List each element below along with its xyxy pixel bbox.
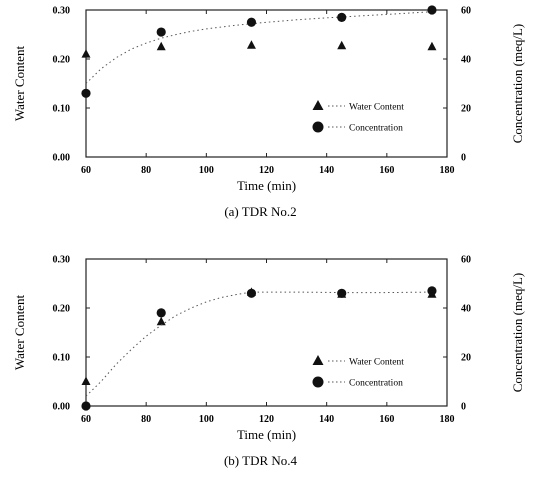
- legend-marker-triangle: [312, 355, 324, 365]
- y2-tick-label: 60: [461, 6, 471, 17]
- legend-label: Concentration: [349, 379, 403, 389]
- y2-tick-label: 20: [461, 104, 471, 115]
- data-point-circle: [337, 12, 347, 22]
- fit-curve: [85, 11, 432, 84]
- x-tick-label: 140: [319, 165, 334, 176]
- data-point-circle: [156, 27, 166, 37]
- data-point-circle: [81, 401, 91, 411]
- legend-marker-circle: [312, 121, 324, 133]
- y-tick-label: 0.30: [53, 255, 71, 266]
- data-point-circle: [156, 308, 166, 318]
- legend-label: Water Content: [349, 103, 404, 113]
- y2-tick-label: 0: [461, 153, 466, 164]
- figure-caption: (b) TDR No.4: [224, 453, 298, 468]
- data-point-triangle: [337, 40, 347, 50]
- y2-tick-label: 40: [461, 55, 471, 66]
- y-axis-title: Water Content: [12, 295, 27, 371]
- plot-frame: [85, 9, 448, 158]
- y-tick-label: 0.10: [53, 353, 71, 364]
- data-point-circle: [246, 288, 257, 298]
- data-point-triangle: [81, 49, 91, 58]
- y-tick-label: 0.20: [53, 304, 71, 315]
- x-tick-label: 180: [440, 165, 455, 176]
- fit-curve: [85, 291, 432, 397]
- x-tick-label: 140: [319, 414, 334, 425]
- x-tick-label: 100: [199, 165, 214, 176]
- x-tick-label: 160: [379, 414, 394, 425]
- data-point-circle: [427, 5, 437, 15]
- x-tick-label: 60: [81, 165, 91, 176]
- y2-tick-label: 20: [461, 353, 471, 364]
- data-point-triangle: [156, 316, 166, 326]
- y2-tick-label: 40: [461, 304, 471, 315]
- y-tick-label: 0.00: [53, 153, 71, 164]
- x-tick-label: 160: [379, 165, 394, 176]
- data-point-circle: [81, 88, 91, 98]
- data-point-triangle: [246, 40, 256, 49]
- y2-axis-title: Concentration (meq/L): [510, 273, 525, 393]
- y-tick-label: 0.20: [53, 55, 71, 66]
- data-point-circle: [427, 286, 437, 296]
- data-point-circle: [337, 288, 347, 298]
- y2-tick-label: 60: [461, 255, 471, 266]
- x-tick-label: 100: [199, 414, 214, 425]
- y-tick-label: 0.30: [53, 6, 71, 17]
- y-tick-label: 0.00: [53, 402, 71, 413]
- y2-axis-title: Concentration (meq/L): [510, 24, 525, 144]
- x-tick-label: 80: [141, 165, 151, 176]
- chart-panel-1: 60 80 100 120 140 160 180 0.00 0.10 0.20 0.30 0 20 40…: [12, 5, 525, 219]
- x-tick-label: 120: [259, 165, 274, 176]
- data-point-triangle: [156, 41, 166, 51]
- chart-panel-2: 60 80 100 120 140 160 180 0.00 0.10 0.20 0.30 0 20 40…: [12, 255, 525, 469]
- data-point-triangle: [427, 41, 437, 51]
- x-axis-title: Time (min): [237, 178, 296, 193]
- legend-marker-triangle: [312, 100, 324, 110]
- legend-marker-circle: [312, 376, 324, 388]
- x-axis-title: Time (min): [237, 427, 296, 442]
- data-point-triangle: [81, 376, 91, 385]
- figure-caption: (a) TDR No.2: [224, 204, 296, 219]
- x-tick-label: 120: [259, 414, 274, 425]
- x-tick-label: 80: [141, 414, 151, 425]
- y-tick-label: 0.10: [53, 104, 71, 115]
- y2-tick-label: 0: [461, 402, 466, 413]
- x-tick-label: 180: [440, 414, 455, 425]
- legend-label: Concentration: [349, 124, 403, 134]
- data-point-circle: [246, 17, 257, 27]
- y-axis-title: Water Content: [12, 46, 27, 122]
- legend-label: Water Content: [349, 358, 404, 368]
- x-tick-label: 60: [81, 414, 91, 425]
